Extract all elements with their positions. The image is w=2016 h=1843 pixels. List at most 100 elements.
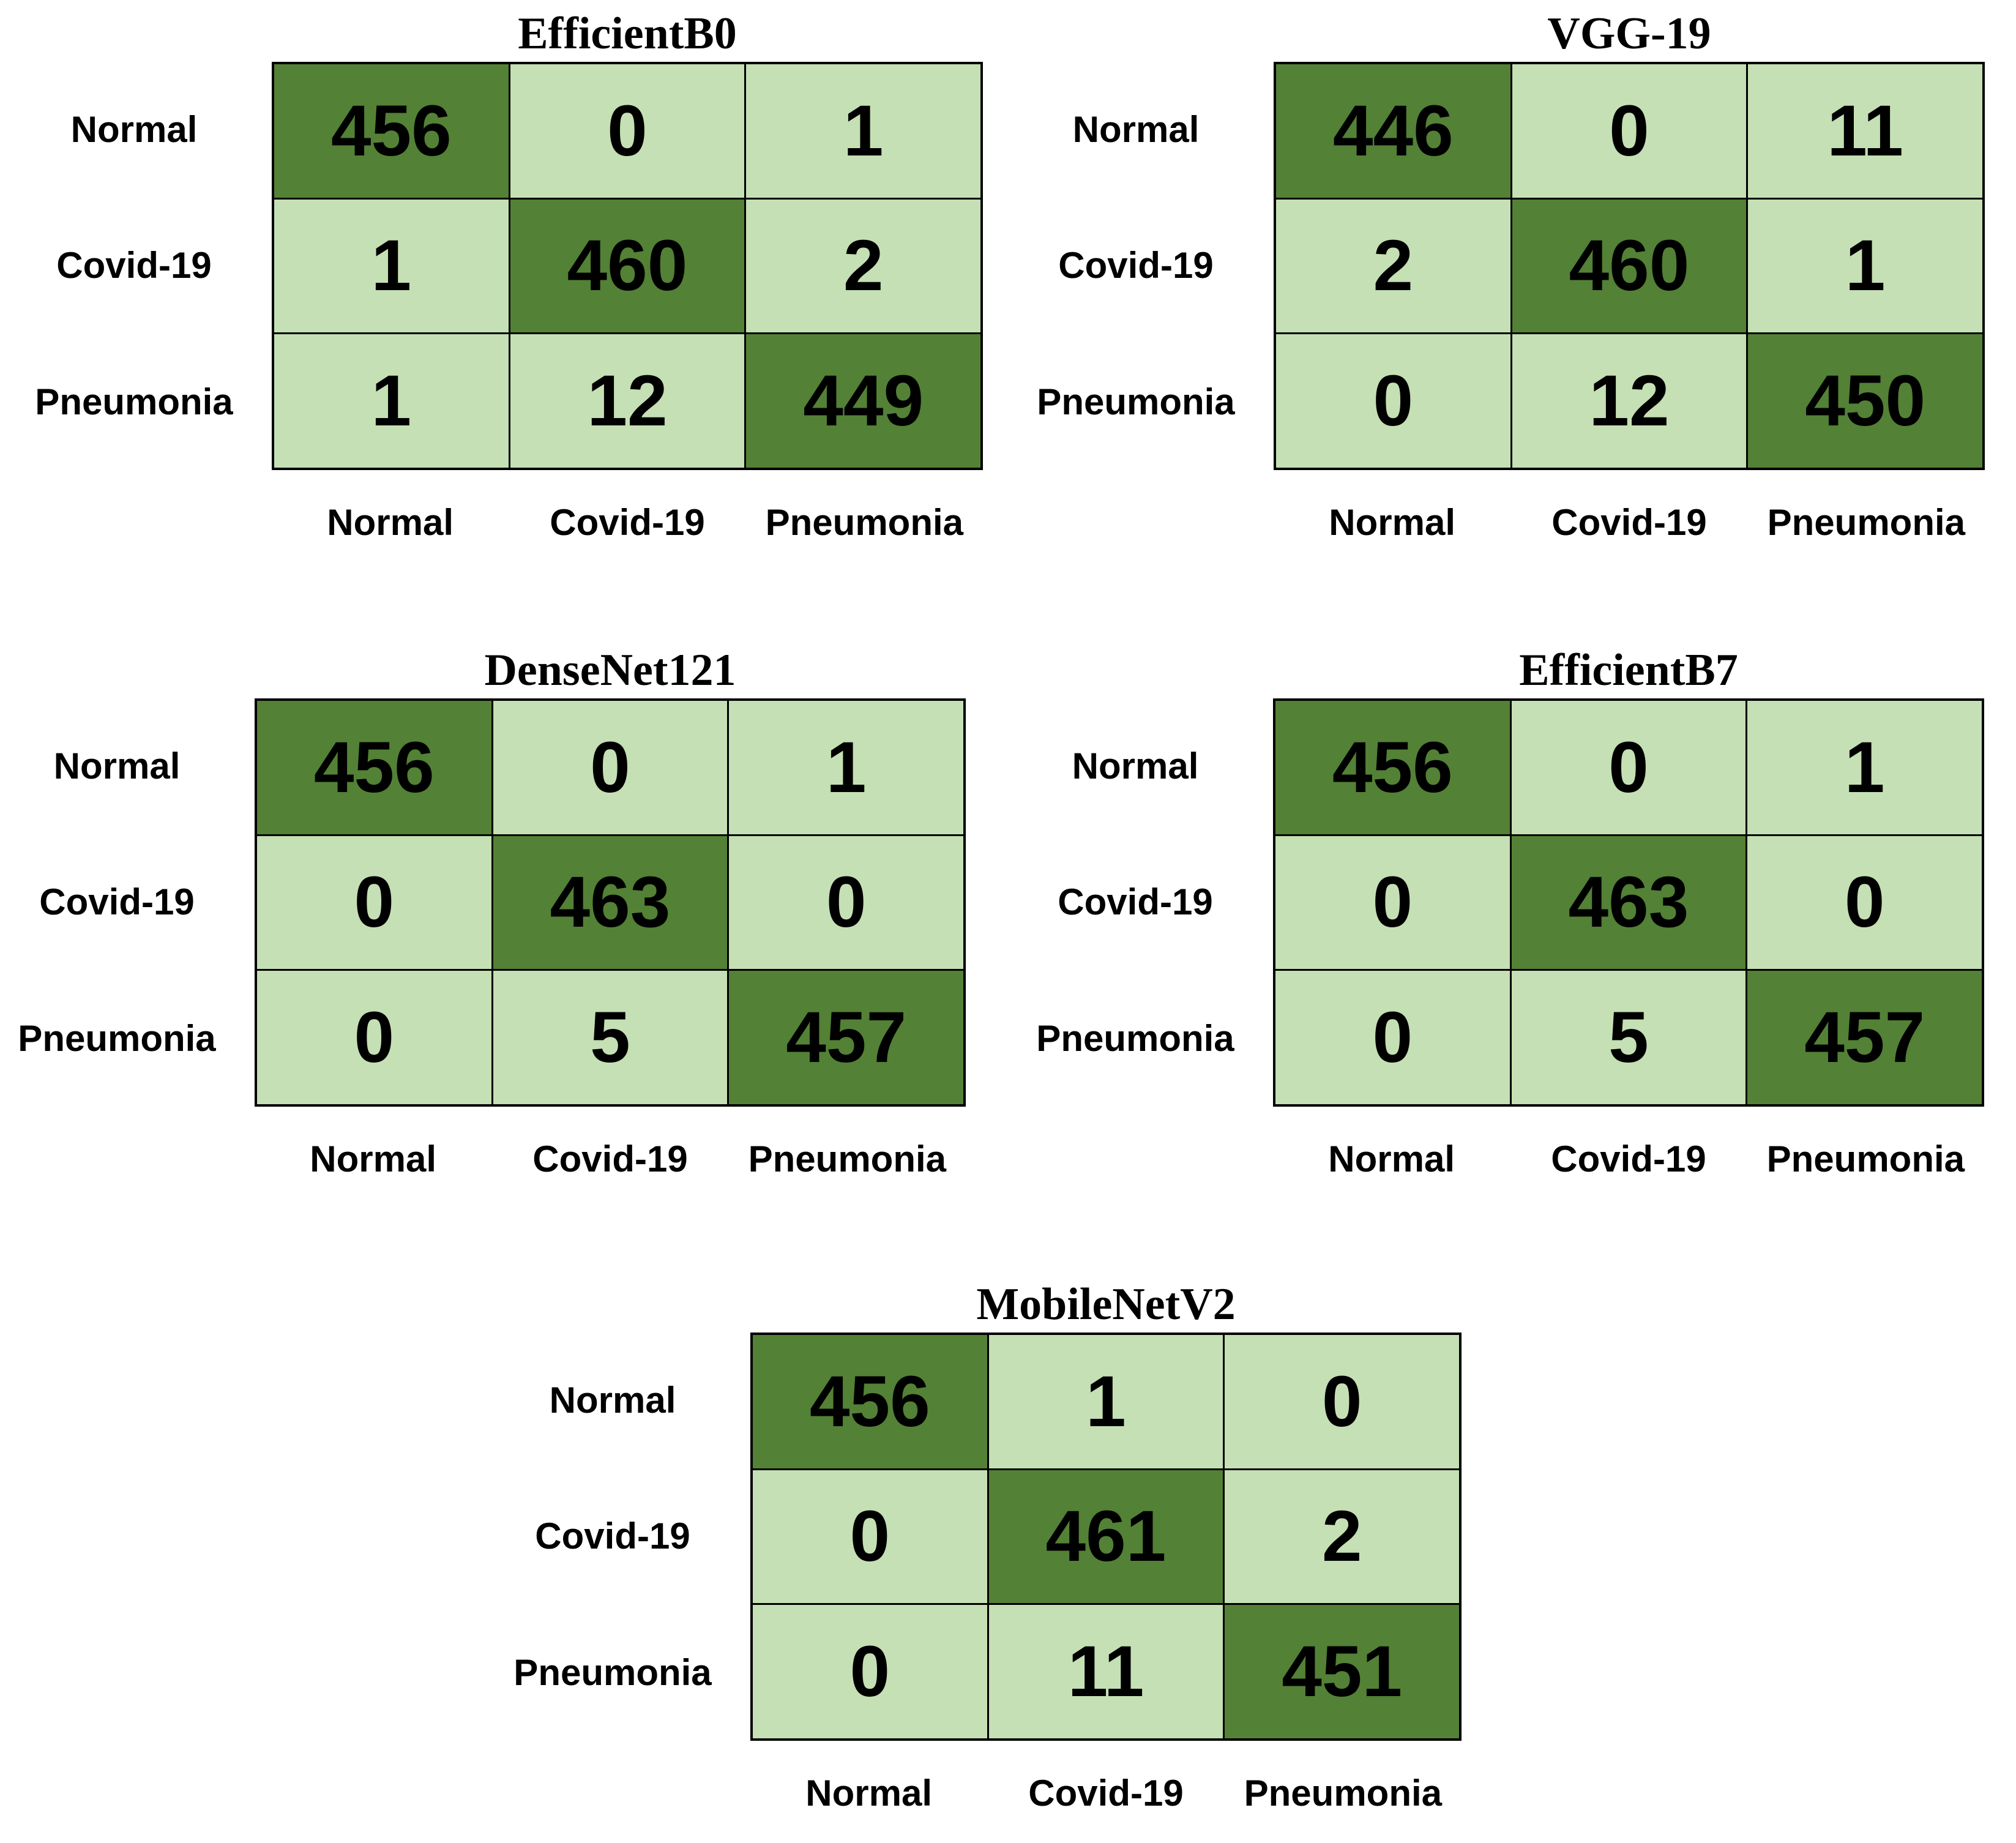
matrix-grid: 446 0 11 2 460 1 0 12 450 (1274, 62, 1985, 470)
matrix-title: EfficientB0 (518, 9, 737, 59)
matrix-cell: 450 (1748, 334, 1982, 468)
matrix-cell: 456 (257, 701, 491, 834)
matrix-cell: 460 (510, 199, 745, 333)
matrix-cell: 1 (988, 1335, 1223, 1468)
matrix-grid: 456 0 1 0 463 0 0 5 457 (1273, 698, 1984, 1107)
confusion-matrix-efficientb0: EfficientB0 Normal Covid-19 Pneumonia 45… (2, 10, 983, 561)
matrix-cell: 457 (729, 971, 963, 1104)
matrix-cell: 456 (1275, 701, 1510, 834)
matrix-cell: 0 (753, 1605, 987, 1738)
matrix-title: VGG-19 (1547, 9, 1711, 59)
matrix-cell: 12 (510, 334, 745, 468)
matrix-cell: 457 (1747, 971, 1982, 1104)
col-label: Pneumonia (1767, 502, 1966, 543)
matrix-cell: 463 (1511, 836, 1746, 970)
row-labels: Normal Covid-19 Pneumonia (1004, 62, 1267, 470)
matrix-cell: 0 (257, 836, 491, 970)
col-label: Covid-19 (1028, 1773, 1184, 1814)
row-label: Pneumonia (1037, 381, 1235, 422)
col-labels: Normal Covid-19 Pneumonia (1273, 1136, 1984, 1182)
matrix-cell: 1 (274, 334, 509, 468)
matrix-cell: 11 (1748, 64, 1982, 198)
row-labels: Normal Covid-19 Pneumonia (481, 1333, 744, 1741)
matrix-cell: 11 (988, 1605, 1223, 1738)
row-label: Normal (1072, 746, 1199, 787)
matrix-cell: 451 (1225, 1605, 1459, 1738)
matrix-grid: 456 0 1 0 463 0 0 5 457 (255, 698, 966, 1107)
col-labels: Normal Covid-19 Pneumonia (750, 1770, 1462, 1816)
row-label: Pneumonia (35, 381, 233, 422)
col-label: Pneumonia (748, 1138, 947, 1179)
matrix-title: DenseNet121 (484, 645, 736, 695)
matrix-cell: 0 (1747, 836, 1982, 970)
col-label: Normal (310, 1138, 437, 1179)
matrix-grid: 456 0 1 1 460 2 1 12 449 (272, 62, 983, 470)
matrix-cell: 2 (1276, 199, 1510, 333)
row-labels: Normal Covid-19 Pneumonia (0, 698, 248, 1107)
col-label: Normal (1328, 1138, 1455, 1179)
matrix-title: MobileNetV2 (976, 1279, 1236, 1329)
row-label: Pneumonia (513, 1651, 712, 1693)
matrix-cell: 0 (257, 971, 491, 1104)
col-label: Covid-19 (550, 502, 705, 543)
matrix-title: EfficientB7 (1519, 645, 1738, 695)
matrix-cell: 0 (1275, 836, 1510, 970)
row-label: Normal (549, 1380, 676, 1421)
matrix-cell: 0 (1512, 64, 1747, 198)
col-label: Normal (327, 502, 454, 543)
matrix-cell: 0 (1225, 1335, 1459, 1468)
matrix-cell: 0 (493, 701, 728, 834)
matrix-cell: 5 (1511, 971, 1746, 1104)
matrix-cell: 0 (1276, 334, 1510, 468)
matrix-cell: 5 (493, 971, 728, 1104)
confusion-matrix-vgg19: VGG-19 Normal Covid-19 Pneumonia 446 0 1… (1004, 10, 1985, 561)
matrix-cell: 449 (746, 334, 980, 468)
col-label: Pneumonia (1244, 1773, 1443, 1814)
row-label: Normal (70, 109, 198, 151)
row-labels: Normal Covid-19 Pneumonia (2, 62, 266, 470)
row-label: Covid-19 (1058, 881, 1213, 923)
col-label: Normal (1329, 502, 1456, 543)
matrix-cell: 2 (1225, 1470, 1459, 1604)
matrix-cell: 0 (510, 64, 745, 198)
matrix-cell: 1 (274, 199, 509, 333)
row-labels: Normal Covid-19 Pneumonia (1004, 698, 1267, 1107)
matrix-cell: 0 (729, 836, 963, 970)
row-label: Normal (1072, 109, 1200, 151)
col-label: Covid-19 (1551, 1138, 1706, 1179)
matrix-cell: 456 (753, 1335, 987, 1468)
row-label: Covid-19 (56, 245, 212, 286)
matrix-cell: 0 (753, 1470, 987, 1604)
confusion-matrix-efficientb7: EfficientB7 Normal Covid-19 Pneumonia 45… (1004, 646, 1984, 1197)
col-labels: Normal Covid-19 Pneumonia (255, 1136, 966, 1182)
matrix-cell: 446 (1276, 64, 1510, 198)
matrix-cell: 1 (1748, 199, 1982, 333)
row-label: Covid-19 (1058, 245, 1214, 286)
confusion-matrix-densenet121: DenseNet121 Normal Covid-19 Pneumonia 45… (0, 646, 966, 1197)
matrix-cell: 460 (1512, 199, 1747, 333)
row-label: Covid-19 (535, 1516, 690, 1557)
confusion-matrix-mobilenetv2: MobileNetV2 Normal Covid-19 Pneumonia 45… (481, 1280, 1462, 1831)
row-label: Normal (53, 746, 181, 787)
matrix-grid: 456 1 0 0 461 2 0 11 451 (750, 1333, 1462, 1741)
col-label: Normal (805, 1773, 933, 1814)
matrix-cell: 1 (1747, 701, 1982, 834)
row-label: Pneumonia (18, 1017, 216, 1059)
matrix-cell: 456 (274, 64, 509, 198)
matrix-cell: 0 (1511, 701, 1746, 834)
matrix-cell: 12 (1512, 334, 1747, 468)
matrix-cell: 1 (729, 701, 963, 834)
col-label: Covid-19 (532, 1138, 688, 1179)
col-label: Pneumonia (765, 502, 964, 543)
col-label: Covid-19 (1551, 502, 1707, 543)
row-label: Covid-19 (39, 881, 195, 923)
matrix-cell: 2 (746, 199, 980, 333)
col-label: Pneumonia (1766, 1138, 1965, 1179)
matrix-cell: 0 (1275, 971, 1510, 1104)
matrix-cell: 463 (493, 836, 728, 970)
matrix-cell: 1 (746, 64, 980, 198)
col-labels: Normal Covid-19 Pneumonia (1274, 499, 1985, 545)
matrix-cell: 461 (988, 1470, 1223, 1604)
col-labels: Normal Covid-19 Pneumonia (272, 499, 983, 545)
